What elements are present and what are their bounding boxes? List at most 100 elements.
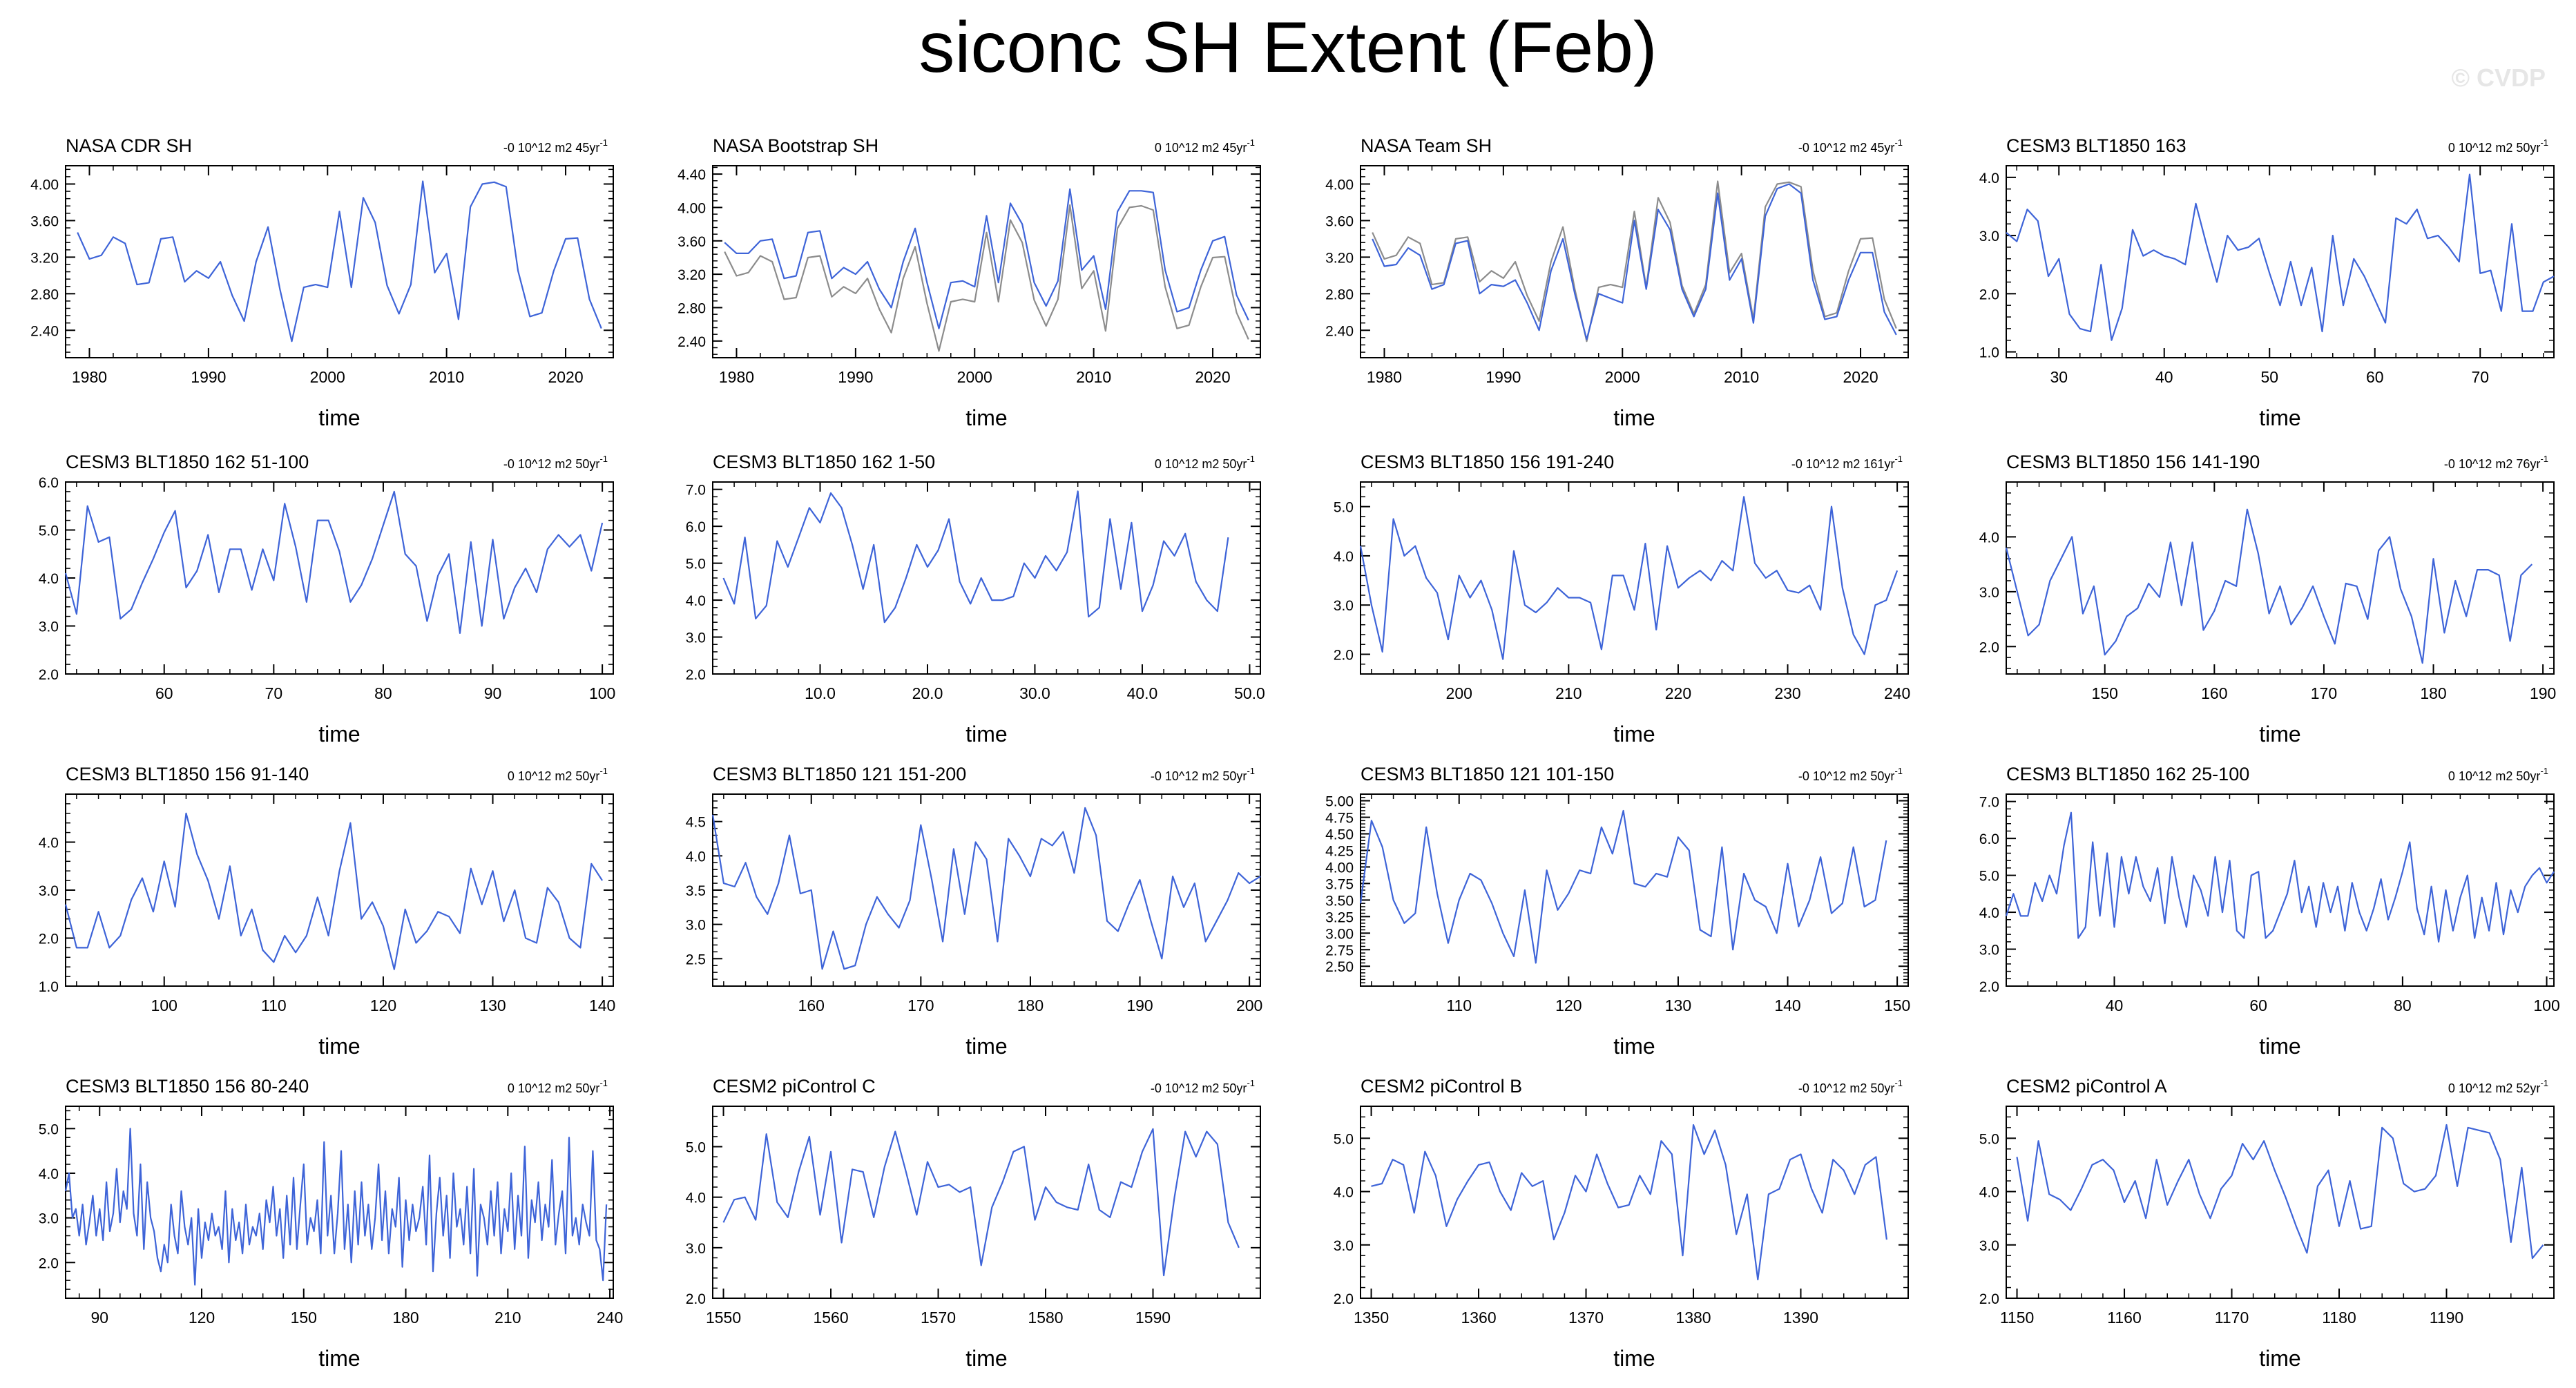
y-tick-label: 4.00 <box>1325 177 1354 193</box>
series-line-main <box>64 1128 608 1286</box>
y-tick-label: 3.60 <box>30 213 59 229</box>
y-tick-label: 4.0 <box>1334 1185 1354 1201</box>
panel-stat: -0 10^12 m2 76yr-1 <box>2444 454 2548 471</box>
y-tick-label: 4.0 <box>39 1166 59 1182</box>
x-tick-label: 60 <box>2249 996 2267 1014</box>
stat-superscript: -1 <box>1894 137 1903 148</box>
chart-panel: NASA CDR SH -0 10^12 m2 45yr-1 time 1980 199… <box>30 135 614 430</box>
chart-panel: CESM2 piControl C -0 10^12 m2 50yr-1 time 1… <box>686 1076 1261 1371</box>
y-tick-label: 4.0 <box>39 836 59 851</box>
x-axis-label: time <box>1613 1346 1655 1371</box>
y-tick-label: 3.0 <box>39 1211 59 1227</box>
panel-stat: 0 10^12 m2 50yr-1 <box>508 1078 608 1095</box>
x-tick-label: 40.0 <box>1127 684 1158 702</box>
x-tick-label: 160 <box>2201 684 2227 702</box>
credit-watermark: © CVDP <box>2451 64 2546 92</box>
panel-title: CESM2 piControl B <box>1361 1076 1522 1097</box>
x-tick-label: 1570 <box>921 1309 956 1327</box>
panel-stat: 0 10^12 m2 50yr-1 <box>1155 454 1255 471</box>
stat-superscript: -1 <box>1247 137 1255 148</box>
stat-superscript: -1 <box>1894 454 1903 464</box>
x-tick-label: 1580 <box>1028 1309 1063 1327</box>
panel-title: CESM3 BLT1850 162 25-100 <box>2006 764 2249 784</box>
x-axis-label: time <box>965 722 1007 746</box>
x-axis-label: time <box>318 1034 360 1059</box>
series-line-main <box>77 180 602 343</box>
y-tick-label: 4.0 <box>39 571 59 587</box>
chart-panel: CESM2 piControl B -0 10^12 m2 50yr-1 time 1… <box>1334 1076 1909 1371</box>
x-tick-label: 1190 <box>2430 1309 2463 1327</box>
y-tick-label: 4.0 <box>1334 549 1354 565</box>
panel-stat: -0 10^12 m2 50yr-1 <box>1151 766 1255 783</box>
x-tick-label: 1990 <box>838 368 873 386</box>
x-axis-label: time <box>1613 405 1655 430</box>
y-tick-label: 3.5 <box>686 883 706 899</box>
chart-panel: CESM3 BLT1850 156 141-190 -0 10^12 m2 76y… <box>1979 452 2557 746</box>
x-tick-label: 170 <box>2311 684 2337 702</box>
x-tick-label: 1160 <box>2107 1309 2141 1327</box>
stat-superscript: -1 <box>599 1078 608 1088</box>
y-tick-label: 2.40 <box>1325 323 1354 339</box>
x-tick-label: 110 <box>261 996 287 1014</box>
panel-stat: -0 10^12 m2 45yr-1 <box>1798 137 1903 155</box>
stat-superscript: -1 <box>2540 1078 2548 1088</box>
chart-panel: CESM3 BLT1850 156 191-240 -0 10^12 m2 161… <box>1334 452 1911 746</box>
y-tick-label: 4.00 <box>30 177 59 193</box>
y-tick-label: 3.0 <box>1979 229 1999 244</box>
panel-stat: -0 10^12 m2 50yr-1 <box>1798 1078 1903 1095</box>
y-tick-label: 2.80 <box>1325 287 1354 302</box>
x-tick-label: 30 <box>2050 368 2068 386</box>
chart-panel: CESM3 BLT1850 163 0 10^12 m2 50yr-1 time 30… <box>1979 135 2555 430</box>
chart-panel: CESM3 BLT1850 162 51-100 -0 10^12 m2 50yr… <box>39 452 616 746</box>
chart-panel: CESM3 BLT1850 156 80-240 0 10^12 m2 50yr-… <box>39 1076 623 1371</box>
x-tick-label: 170 <box>907 996 934 1014</box>
plot-frame <box>1360 1106 1909 1299</box>
x-tick-label: 2010 <box>429 368 464 386</box>
x-tick-label: 210 <box>1555 684 1582 702</box>
x-tick-label: 190 <box>1126 996 1153 1014</box>
x-tick-label: 210 <box>494 1309 521 1327</box>
panel-title: CESM3 BLT1850 162 51-100 <box>66 452 309 472</box>
y-tick-label: 2.0 <box>39 932 59 947</box>
y-tick-label: 3.25 <box>1325 909 1354 925</box>
x-axis-label: time <box>318 722 360 746</box>
y-tick-label: 3.0 <box>1979 1238 1999 1254</box>
x-tick-label: 230 <box>1774 684 1800 702</box>
y-tick-label: 5.0 <box>1334 1131 1354 1147</box>
plot-frame <box>1360 165 1909 358</box>
x-tick-label: 1370 <box>1568 1309 1604 1327</box>
y-tick-label: 2.0 <box>686 1291 706 1307</box>
y-tick-label: 4.25 <box>1325 843 1354 859</box>
series-line-main <box>724 188 1249 329</box>
panel-stat: -0 10^12 m2 50yr-1 <box>503 454 608 471</box>
x-tick-label: 20.0 <box>912 684 943 702</box>
x-axis-label: time <box>1613 722 1655 746</box>
x-tick-label: 2010 <box>1076 368 1111 386</box>
x-tick-label: 40 <box>2155 368 2173 386</box>
series-line-main <box>2016 1124 2544 1260</box>
x-tick-label: 1990 <box>191 368 226 386</box>
y-tick-label: 4.00 <box>1325 860 1354 876</box>
x-tick-label: 1980 <box>719 368 754 386</box>
x-axis-label: time <box>965 1034 1007 1059</box>
panel-title: CESM3 BLT1850 121 101-150 <box>1361 764 1614 784</box>
x-tick-label: 120 <box>1555 996 1582 1014</box>
y-tick-label: 1.0 <box>1979 345 1999 361</box>
chart-panel: CESM3 BLT1850 121 151-200 -0 10^12 m2 50y… <box>686 764 1263 1059</box>
x-axis-label: time <box>965 1346 1007 1371</box>
y-tick-label: 1.0 <box>39 979 59 995</box>
x-tick-label: 1150 <box>2000 1309 2034 1327</box>
y-tick-label: 5.0 <box>686 1140 706 1156</box>
y-tick-label: 2.40 <box>677 334 706 350</box>
y-tick-label: 2.0 <box>1979 639 1999 655</box>
x-tick-label: 60 <box>155 684 173 702</box>
y-tick-label: 2.80 <box>677 300 706 316</box>
y-tick-label: 3.20 <box>677 267 706 283</box>
y-tick-label: 3.0 <box>686 630 706 646</box>
y-tick-label: 2.0 <box>1979 979 1999 995</box>
y-tick-label: 3.0 <box>686 918 706 934</box>
stat-superscript: -1 <box>1247 454 1255 464</box>
plot-frame <box>712 165 1261 358</box>
y-tick-label: 5.0 <box>1334 500 1354 516</box>
series-line-main <box>2005 508 2533 664</box>
